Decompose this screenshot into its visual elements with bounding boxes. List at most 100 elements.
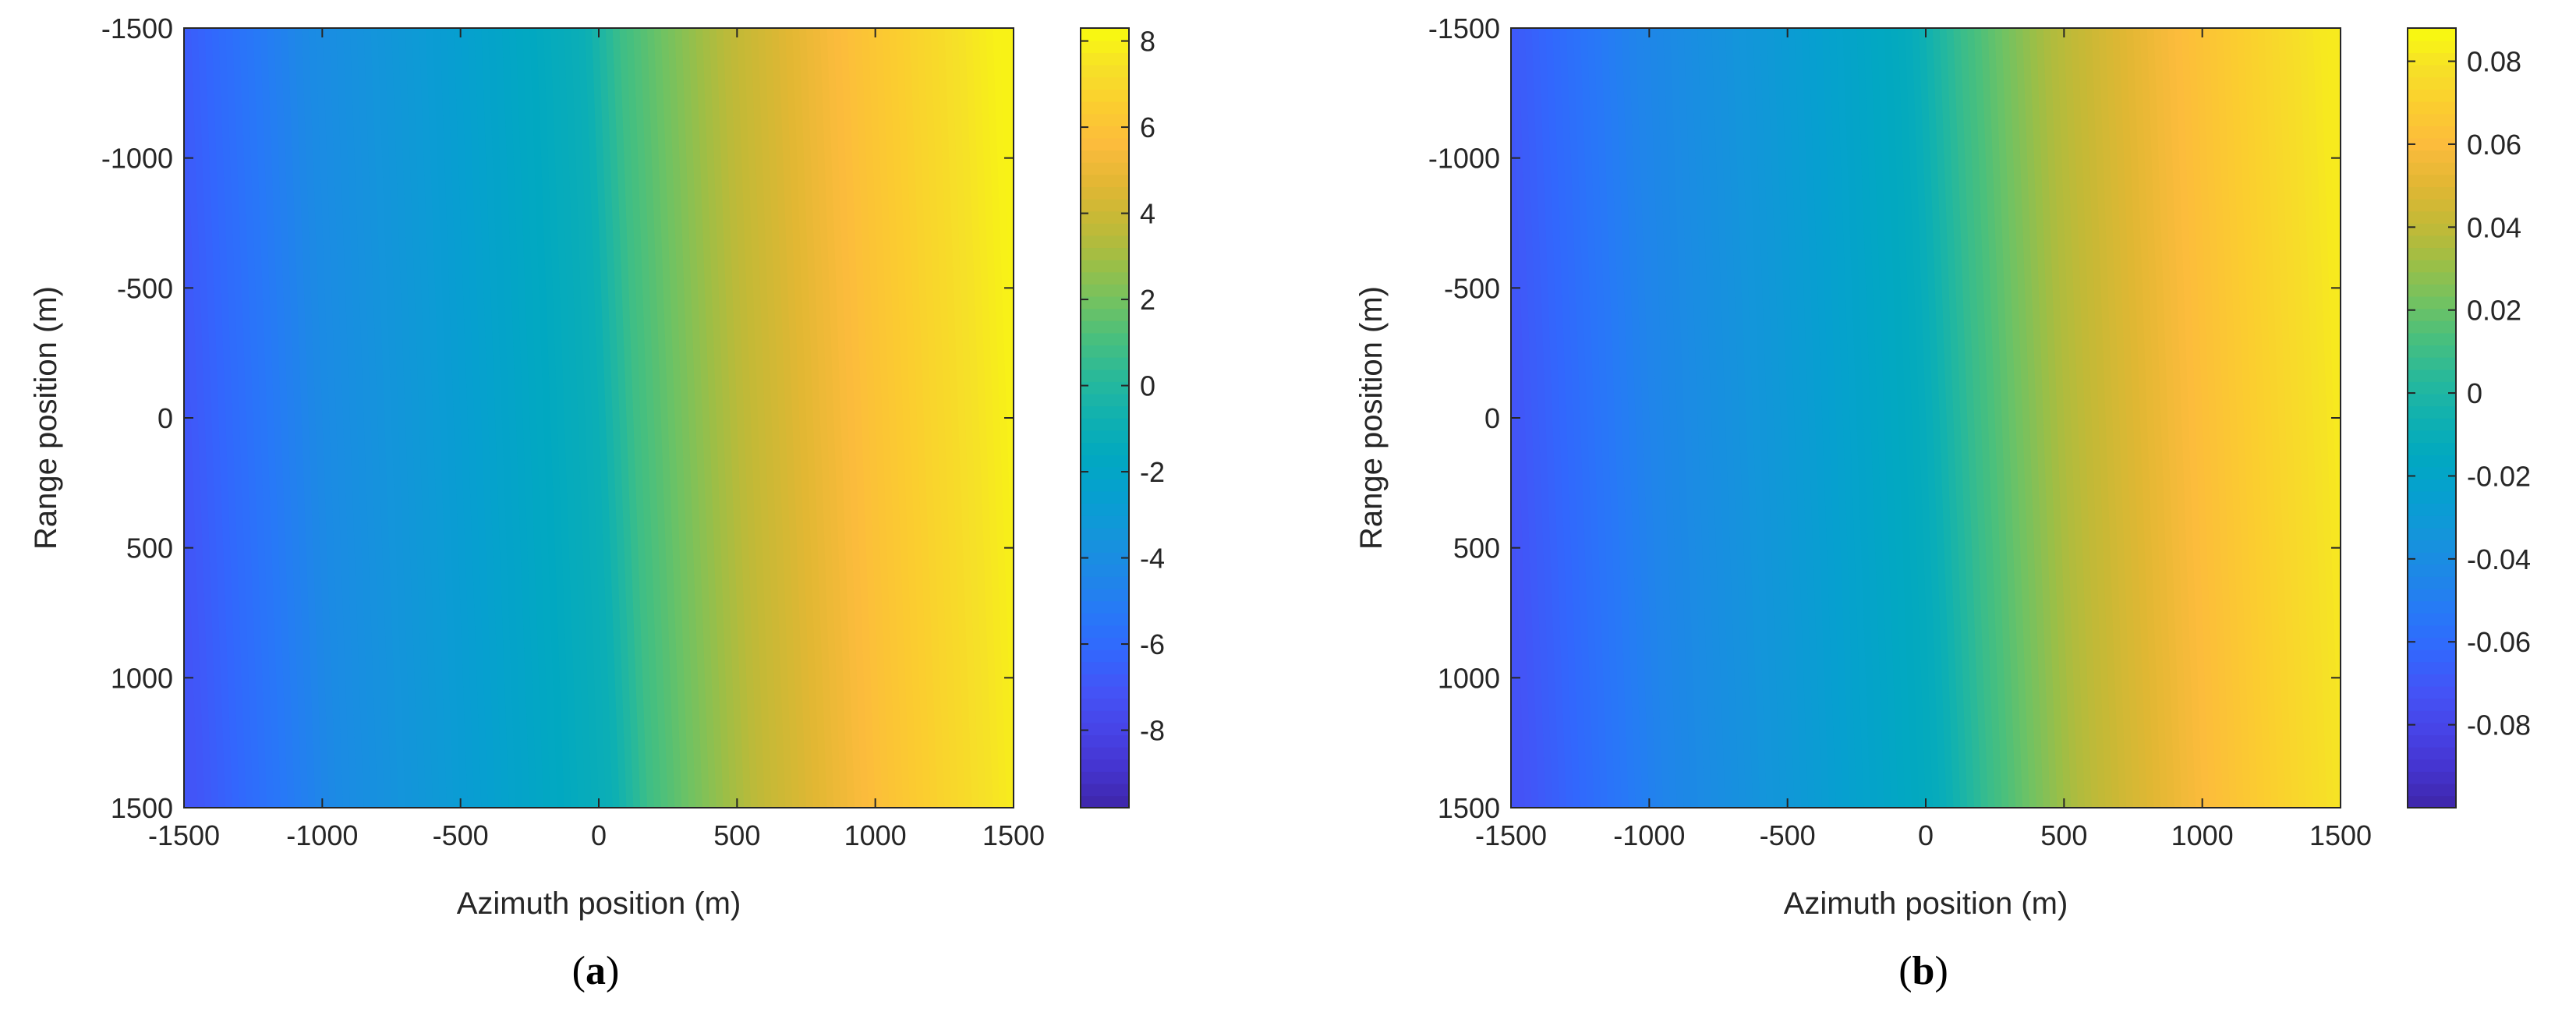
y-tick-label: -1500 [1428,12,1500,44]
colorbar-segment [2408,211,2456,224]
heatmap-cell [1787,28,1824,808]
heatmap-cell [515,28,552,808]
colorbar-segment [1081,783,1129,797]
chart-panel-a: -1500 -1000 -500 0 500 1000 1500-1500-1000-500… [29,12,1165,993]
heatmap-cell [2355,28,2390,808]
x-tick-label: 500 [713,819,760,851]
heatmap-cell [771,28,808,808]
heatmap-cell [2036,28,2072,808]
heatmap-cell [197,28,234,808]
heatmap-cell [1615,28,1651,808]
heatmap-cell [564,28,600,808]
heatmap-cell [2278,28,2314,808]
colorbar-segment [2408,418,2456,431]
colorbar-segment [1081,588,1129,602]
heatmap-cell [1801,28,1837,808]
heatmap-cell [585,28,621,808]
heatmap-cell [751,28,787,808]
colorbar-tick-label: -8 [1140,715,1165,747]
y-tick-label: 1500 [1438,792,1500,824]
heatmap-cell [2216,28,2252,808]
heatmap-cell [1919,28,1955,808]
heatmap-cell [2291,28,2328,808]
heatmap-cell [1780,28,1817,808]
heatmap-cell [2195,28,2231,808]
heatmap-cell [599,28,635,808]
colorbar-segment [1081,490,1129,504]
heatmap-cell [2133,28,2169,808]
heatmap-cell [232,28,268,808]
heatmap-cell [1884,28,1920,808]
y-tick-label: 500 [1453,532,1500,564]
heatmap-cell [2078,28,2114,808]
heatmap-cell [349,28,386,808]
y-tick-label: -1500 [101,12,173,44]
colorbar-segment [2408,137,2456,151]
colorbar-segment [2408,637,2456,650]
heatmap-cell [1987,28,2024,808]
heatmap-cell [2319,28,2341,613]
heatmap-cell [716,28,752,808]
heatmap-cell [2237,28,2273,808]
colorbar-segment [2408,28,2456,41]
colorbar-segment [2408,466,2456,479]
colorbar-segment [2408,186,2456,200]
heatmap-cell [1898,28,1934,808]
colorbar-segment [1081,613,1129,626]
heatmap-cell [660,28,697,808]
heatmap-cell [1587,28,1623,808]
colorbar-segment [2408,783,2456,797]
colorbar-segment [1081,540,1129,553]
heatmap-cell [1511,28,1547,808]
colorbar-tick-label: 0 [1140,370,1155,402]
heatmap-cell [2202,28,2238,808]
heatmap-cell [2091,28,2128,808]
heatmap-cell [253,28,289,808]
heatmap-cell [446,28,483,808]
heatmap-cell [2119,28,2155,808]
colorbar-tick-label: 0.02 [2467,295,2521,327]
colorbar-segment [1081,442,1129,455]
heatmap-cell [2174,28,2210,808]
heatmap-cell [2243,28,2280,808]
colorbar-segment [1081,649,1129,663]
heatmap-cell [1552,28,1588,808]
heatmap-cell [605,28,642,808]
heatmap-cell [398,28,434,808]
heatmap-cell [1035,28,1070,808]
heatmap-cell [930,28,967,808]
x-tick-label: 1500 [982,819,1045,851]
heatmap-cell [653,28,690,808]
heatmap-cell [2181,28,2217,808]
colorbar-segment [1081,64,1129,78]
heatmap-cell [2362,28,2397,808]
colorbar-segment [2408,271,2456,285]
heatmap-cell [847,28,883,808]
colorbar-box [1080,27,1130,808]
heatmap-cell [460,28,497,808]
heatmap-cell [1566,28,1602,808]
heatmap-cell [440,28,476,808]
heatmap-cell [370,28,406,808]
colorbar-segment [2408,52,2456,65]
colorbar-segment [1081,332,1129,346]
heatmap-cell [1028,28,1063,808]
heatmap-cell [1967,28,2003,808]
heatmap-cell [1531,28,1568,808]
colorbar-segment [1081,308,1129,321]
heatmap-image [1511,28,2397,808]
heatmap-cell [1842,28,1879,808]
heatmap-cell [1524,28,1561,808]
heatmap-cell [495,28,531,808]
heatmap-cell [2160,28,2196,808]
heatmap-cell [1760,28,1796,808]
heatmap-cell [626,28,662,808]
heatmap-cell [543,28,579,808]
colorbar-segment [1081,661,1129,674]
colorbar-segment [1081,295,1129,310]
colorbar-segment [2408,284,2456,297]
heatmap-cell [1014,28,1049,808]
heatmap-cell [2084,28,2121,808]
heatmap-cell [910,28,946,808]
colorbar-segment [1081,28,1129,41]
